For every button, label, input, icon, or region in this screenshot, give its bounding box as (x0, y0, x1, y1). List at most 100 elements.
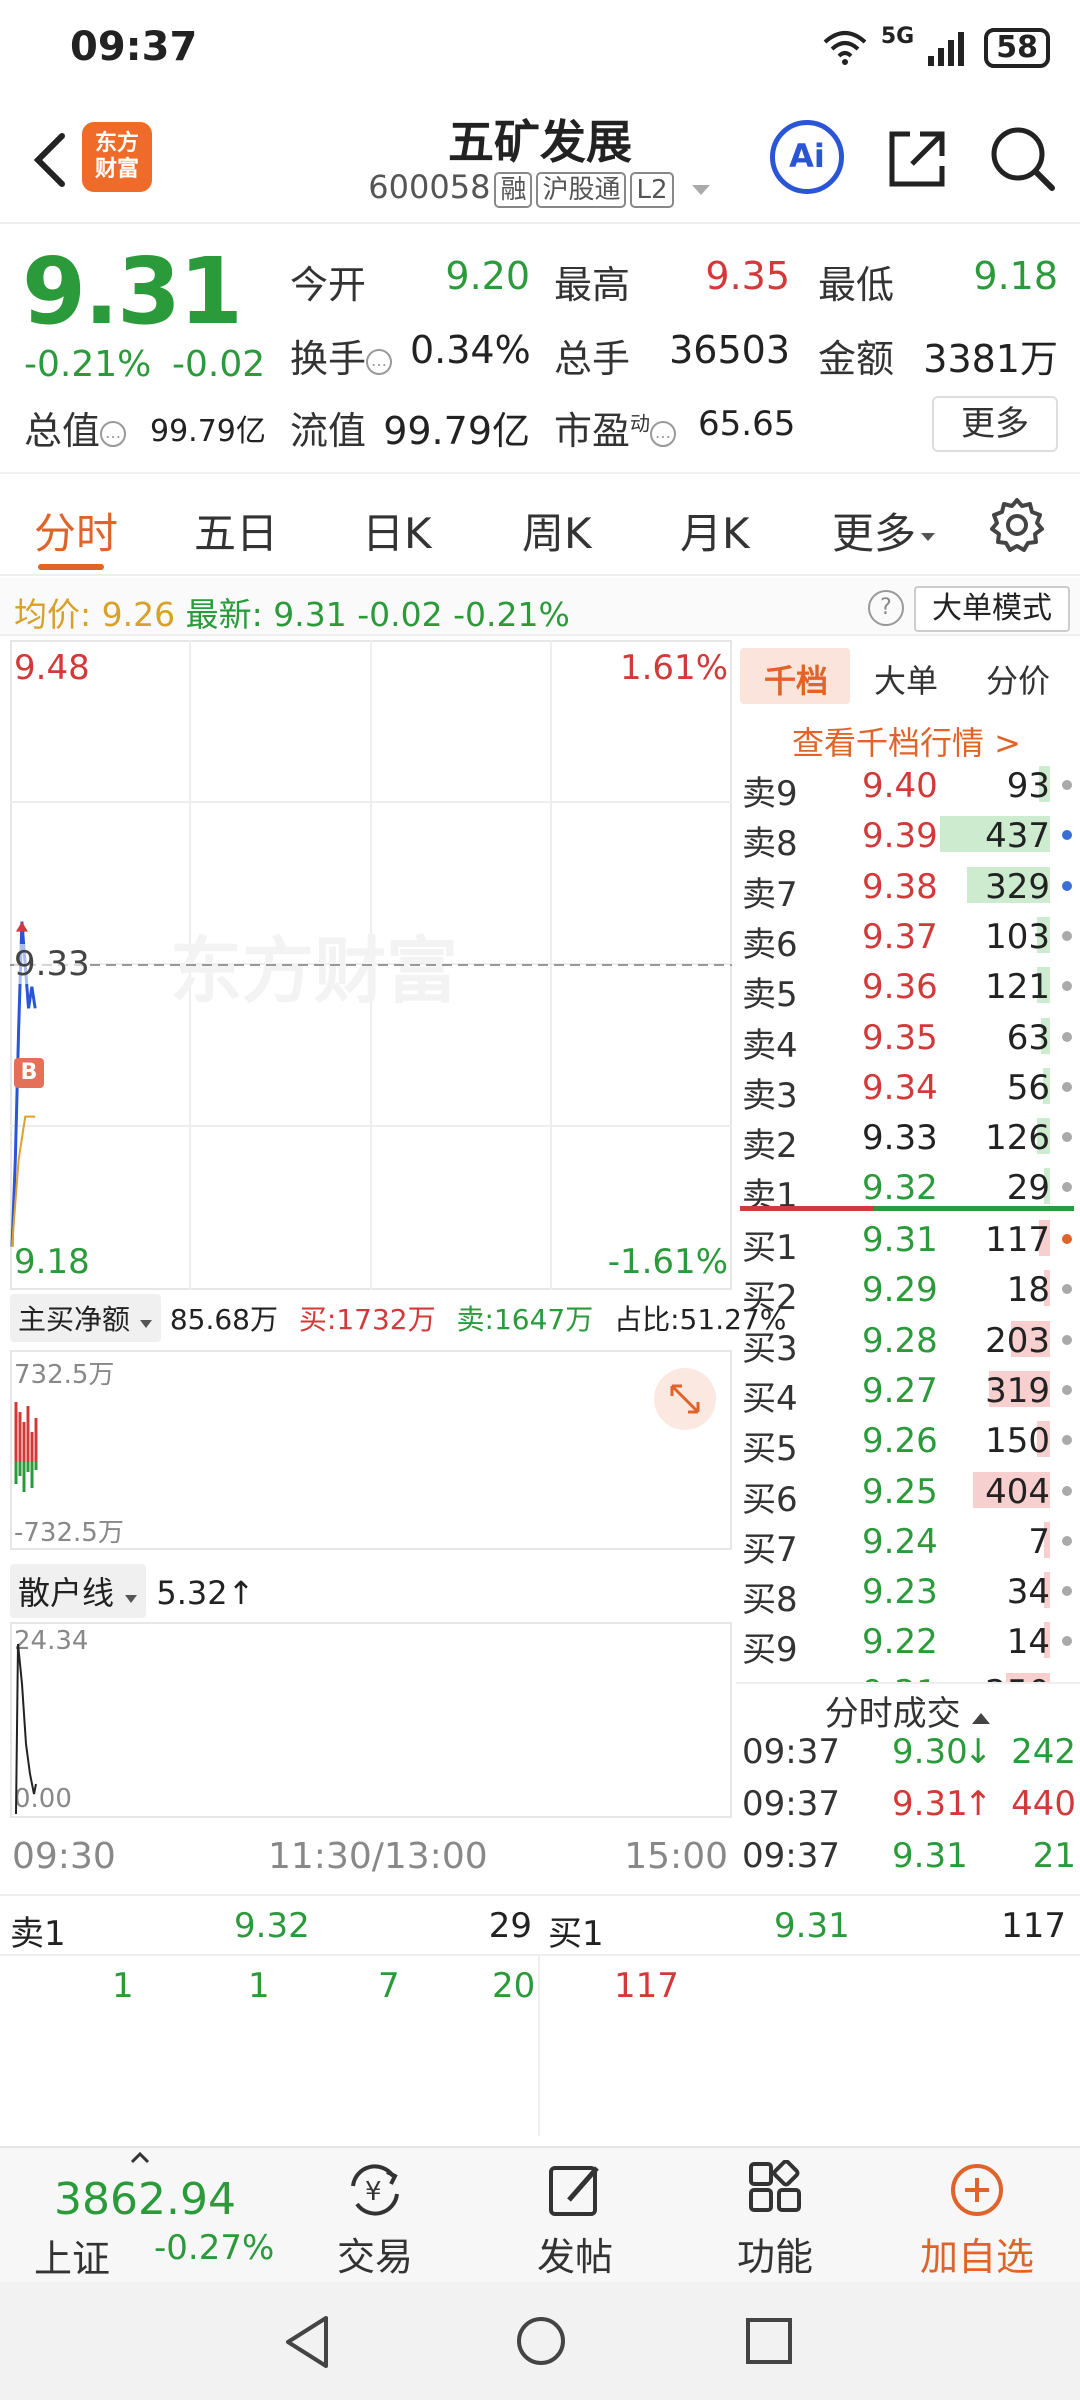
active-tab-indicator (38, 564, 104, 570)
trade-volume: 242 (1011, 1732, 1076, 1772)
nav-functions[interactable]: 功能 (700, 2160, 850, 2281)
ask-row[interactable]: 卖4 9.35 63 (742, 1014, 1076, 1066)
ob-volume: 34 (1006, 1572, 1050, 1613)
netflow-selector[interactable]: 主买净额 (10, 1294, 161, 1342)
bid-row[interactable]: 买2 9.29 18 (742, 1266, 1076, 1318)
pe-label-text: 市盈 (554, 409, 631, 453)
retail-header: 散户线 5.32↑ (10, 1564, 732, 1618)
ob-level-label: 卖4 (742, 1025, 798, 1066)
ob-dot (1062, 1586, 1072, 1597)
ob-tab-big-order[interactable]: 大单 (874, 662, 939, 700)
tab-monthly-k[interactable]: 月K (680, 509, 750, 558)
stock-code-row[interactable]: 600058 融沪股通 L2 (0, 168, 1080, 208)
bid-row[interactable]: 买8 9.23 34 (742, 1568, 1076, 1620)
status-icons: 5G 58 (823, 24, 1050, 68)
big-order-mode-button[interactable]: 大单模式 (914, 586, 1070, 632)
system-recents-icon[interactable] (744, 2316, 794, 2366)
svg-text:¥: ¥ (365, 2177, 382, 2207)
help-icon[interactable]: ? (868, 590, 904, 626)
ob-tab-by-price[interactable]: 分价 (986, 662, 1051, 700)
ask-row[interactable]: 卖8 9.39 437 (742, 812, 1076, 864)
nav-add-watchlist[interactable]: 加自选 (902, 2160, 1052, 2281)
view-thousand-link[interactable]: 查看千档行情 > (792, 724, 1021, 762)
netflow-sell: 卖:1647万 (456, 1303, 594, 1336)
trade-arrow: ↑ (964, 1784, 993, 1824)
ob-volume-bar (967, 866, 1050, 903)
turnover-label-text: 换手 (290, 337, 367, 381)
bid-row[interactable]: 买3 9.28 203 (742, 1317, 1076, 1369)
ob-price: 9.33 (862, 1118, 938, 1159)
triangle-up-icon (972, 1713, 991, 1724)
ask-row[interactable]: 卖9 9.40 93 (742, 762, 1076, 814)
ob-price: 9.25 (862, 1471, 938, 1512)
detail-ask-price: 9.32 (234, 1906, 310, 1946)
ask-row[interactable]: 卖2 9.33 126 (742, 1114, 1076, 1166)
intraday-chart[interactable]: 东方财富 9.48 1.61% 9.33 9.18 -1.61% B 主买净额 … (10, 640, 786, 1890)
bid-row[interactable]: 买5 9.26 150 (742, 1417, 1076, 1469)
trade-price: 9.30 (892, 1732, 968, 1772)
ob-price: 9.40 (862, 766, 938, 806)
netflow-top-label: 732.5万 (14, 1360, 115, 1390)
retail-selector[interactable]: 散户线 (10, 1564, 147, 1618)
high-value: 9.35 (705, 254, 790, 298)
info-icon[interactable]: … (366, 348, 393, 375)
ai-button[interactable]: Ai (770, 120, 844, 194)
bid-row[interactable]: 买7 9.24 7 (742, 1518, 1076, 1570)
tab-more-label: 更多 (832, 509, 917, 558)
trade-time: 09:37 (742, 1836, 840, 1876)
app-logo[interactable]: 东方 财富 (82, 122, 152, 192)
gear-icon (990, 498, 1044, 552)
retail-panel: 24.34 0.00 (10, 1622, 732, 1818)
info-icon[interactable]: … (650, 420, 677, 447)
bid-row[interactable]: 买1 9.31 117 (742, 1216, 1076, 1268)
trade-price: 9.31 (892, 1836, 968, 1876)
bid-row[interactable]: 买6 9.25 404 (742, 1468, 1076, 1520)
ob-dot (1062, 1284, 1072, 1295)
pe-label: 市盈动… (554, 400, 677, 455)
ob-dot (1062, 880, 1072, 891)
info-icon[interactable]: … (100, 420, 127, 447)
chart-settings-button[interactable] (988, 496, 1046, 558)
ob-price: 9.35 (862, 1017, 938, 1058)
retail-line (15, 1643, 37, 1815)
bid-row[interactable]: 买4 9.27 319 (742, 1367, 1076, 1419)
ob-volume: 150 (985, 1421, 1050, 1462)
share-button[interactable] (880, 120, 956, 196)
ob-price: 9.24 (862, 1521, 938, 1562)
back-button[interactable] (20, 120, 80, 200)
ob-volume-bar (1044, 1622, 1050, 1659)
netflow-bottom-label: -732.5万 (14, 1518, 124, 1548)
tab-daily-k[interactable]: 日K (362, 509, 432, 558)
system-back-icon[interactable] (282, 2314, 334, 2370)
tab-intraday[interactable]: 分时 (34, 509, 119, 558)
ob-price: 9.39 (862, 816, 938, 857)
system-home-icon[interactable] (514, 2314, 568, 2368)
stock-header: 东方 财富 五矿发展 600058 融沪股通 L2 Ai (0, 100, 1080, 220)
nav-post[interactable]: 发帖 (500, 2160, 650, 2281)
nav-trade-label: 交易 (336, 2235, 413, 2279)
nav-trade[interactable]: ¥ 交易 (300, 2160, 450, 2281)
ob-dot (1062, 1234, 1072, 1244)
ask-row[interactable]: 卖5 9.36 121 (742, 963, 1076, 1015)
tab-five-day[interactable]: 五日 (194, 509, 279, 558)
ob-dot (1062, 1182, 1072, 1193)
ask-row[interactable]: 卖3 9.34 56 (742, 1064, 1076, 1116)
ask-row[interactable]: 卖7 9.38 329 (742, 863, 1076, 915)
ask-row[interactable]: 卖6 9.37 103 (742, 913, 1076, 965)
ob-volume-bar (1044, 1168, 1050, 1205)
expand-button[interactable] (654, 1368, 716, 1430)
search-button[interactable] (984, 120, 1060, 196)
detail-bid-order-1: 117 (614, 1966, 679, 2006)
tab-more[interactable]: 更多 (832, 500, 936, 561)
index-name: 上证 (34, 2237, 111, 2281)
dropdown-icon (139, 1320, 152, 1328)
ob-dot (1062, 1636, 1072, 1647)
more-quote-button[interactable]: 更多 (932, 396, 1058, 452)
trades-header[interactable]: 分时成交 (736, 1682, 1080, 1734)
tab-weekly-k[interactable]: 周K (522, 509, 592, 558)
grid-apps-icon (749, 2160, 801, 2212)
bid-row[interactable]: 买9 9.22 14 (742, 1618, 1076, 1670)
ob-tab-thousand[interactable]: 千档 (764, 662, 829, 700)
index-quote[interactable]: 3862.94 上证 -0.27% (20, 2148, 290, 2284)
buy-marker[interactable]: B (14, 1058, 44, 1088)
